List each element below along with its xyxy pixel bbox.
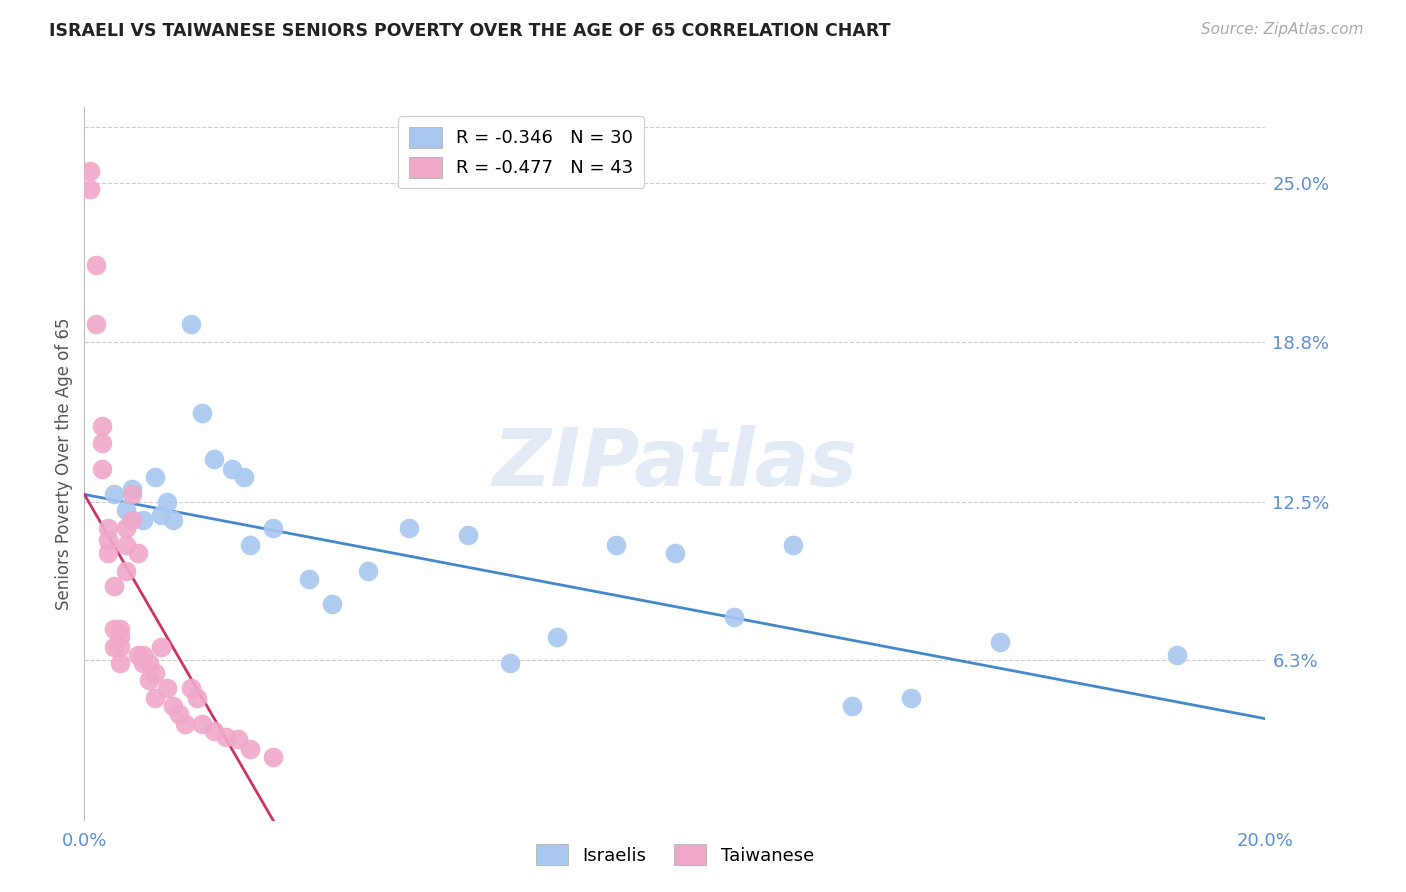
Point	[127, 546, 149, 560]
Point	[162, 698, 184, 713]
Point	[156, 495, 179, 509]
Point	[298, 572, 321, 586]
Point	[114, 538, 136, 552]
Point	[357, 564, 380, 578]
Point	[103, 487, 125, 501]
Y-axis label: Seniors Poverty Over the Age of 65: Seniors Poverty Over the Age of 65	[55, 318, 73, 610]
Point	[162, 513, 184, 527]
Point	[108, 623, 131, 637]
Point	[84, 317, 107, 331]
Point	[262, 750, 284, 764]
Point	[546, 630, 568, 644]
Point	[84, 258, 107, 272]
Point	[180, 681, 202, 695]
Point	[91, 436, 114, 450]
Point	[108, 640, 131, 655]
Point	[97, 533, 120, 548]
Point	[723, 609, 745, 624]
Point	[103, 640, 125, 655]
Point	[114, 564, 136, 578]
Point	[121, 487, 143, 501]
Point	[167, 706, 190, 721]
Text: ISRAELI VS TAIWANESE SENIORS POVERTY OVER THE AGE OF 65 CORRELATION CHART: ISRAELI VS TAIWANESE SENIORS POVERTY OVE…	[49, 22, 891, 40]
Point	[150, 640, 173, 655]
Point	[108, 656, 131, 670]
Point	[127, 648, 149, 662]
Point	[226, 732, 249, 747]
Point	[143, 665, 166, 680]
Point	[900, 691, 922, 706]
Point	[173, 716, 195, 731]
Point	[143, 469, 166, 483]
Point	[121, 513, 143, 527]
Point	[180, 317, 202, 331]
Point	[97, 520, 120, 534]
Point	[498, 656, 520, 670]
Point	[79, 181, 101, 195]
Point	[191, 716, 214, 731]
Point	[232, 469, 254, 483]
Text: Source: ZipAtlas.com: Source: ZipAtlas.com	[1201, 22, 1364, 37]
Point	[239, 742, 262, 756]
Point	[186, 691, 208, 706]
Point	[398, 520, 420, 534]
Point	[262, 520, 284, 534]
Point	[664, 546, 686, 560]
Text: ZIPatlas: ZIPatlas	[492, 425, 858, 503]
Point	[79, 163, 101, 178]
Point	[132, 513, 155, 527]
Point	[221, 462, 243, 476]
Point	[202, 451, 225, 466]
Point	[97, 546, 120, 560]
Point	[321, 597, 343, 611]
Point	[132, 648, 155, 662]
Point	[150, 508, 173, 522]
Point	[782, 538, 804, 552]
Point	[156, 681, 179, 695]
Point	[121, 483, 143, 497]
Point	[191, 406, 214, 420]
Point	[143, 691, 166, 706]
Point	[239, 538, 262, 552]
Point	[108, 630, 131, 644]
Point	[91, 462, 114, 476]
Point	[605, 538, 627, 552]
Point	[138, 656, 160, 670]
Point	[114, 520, 136, 534]
Point	[103, 623, 125, 637]
Point	[114, 502, 136, 516]
Point	[988, 635, 1011, 649]
Point	[91, 418, 114, 433]
Point	[103, 579, 125, 593]
Point	[215, 730, 238, 744]
Point	[202, 724, 225, 739]
Point	[132, 656, 155, 670]
Point	[1166, 648, 1188, 662]
Point	[138, 673, 160, 688]
Legend: Israelis, Taiwanese: Israelis, Taiwanese	[524, 833, 825, 876]
Point	[841, 698, 863, 713]
Point	[457, 528, 479, 542]
